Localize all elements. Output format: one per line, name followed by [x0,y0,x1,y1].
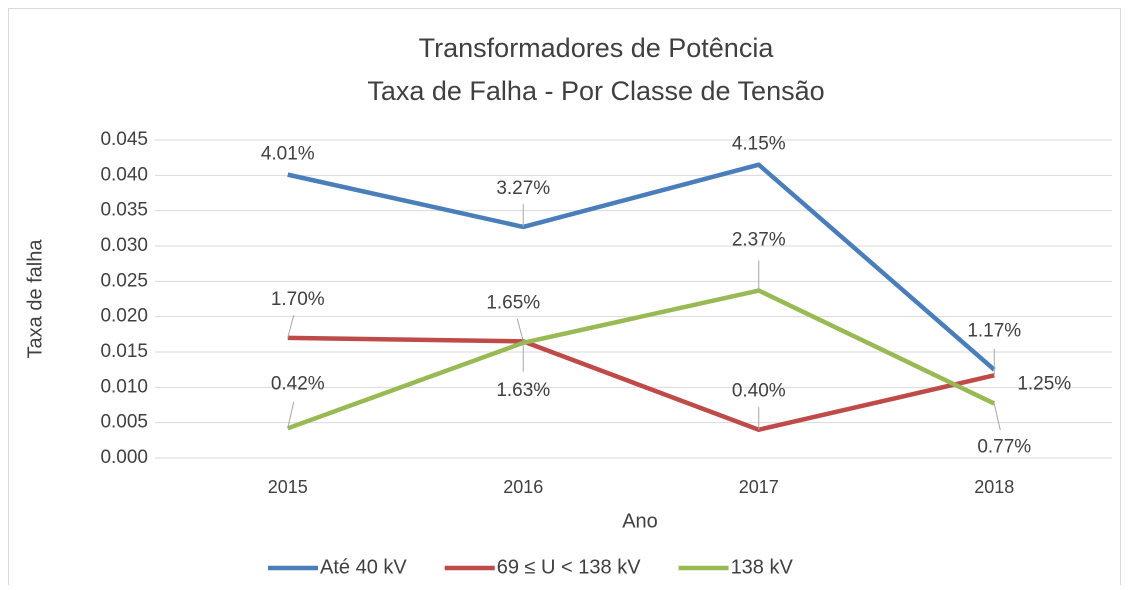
y-tick-label: 0.030 [100,235,148,256]
data-label: 4.01% [261,144,315,165]
y-tick-label: 0.035 [100,200,148,221]
line-series [287,335,995,432]
x-tick-label: 2016 [503,477,543,497]
data-label: 2.37% [732,230,786,251]
data-label: 1.65% [486,292,540,313]
y-tick-label: 0.025 [100,270,148,291]
data-label: 0.77% [977,437,1031,458]
x-tick-label: 2015 [268,477,308,497]
y-tick-label: 0.000 [100,447,148,468]
x-tick-label: 2018 [974,477,1014,497]
y-tick-label: 0.045 [100,129,148,150]
y-tick-label: 0.020 [100,306,148,327]
chart-title: Transformadores de Potência [419,33,775,63]
y-axis-label: Taxa de falha [24,239,46,359]
data-label: 1.63% [496,380,550,401]
data-label: 1.25% [1017,374,1071,395]
leader-line [287,401,295,429]
legend-label: 138 kV [731,556,794,578]
y-tick-label: 0.005 [100,412,148,433]
line-series [286,288,996,431]
leader-line [993,403,1001,431]
legend-label: 69 ≤ U < 138 kV [497,556,641,578]
data-label: 0.42% [271,373,325,394]
data-label: 4.15% [732,134,786,155]
data-label: 1.17% [967,320,1021,341]
data-label: 1.70% [271,289,325,310]
y-tick-label: 0.015 [100,341,148,362]
data-label: 3.27% [496,178,550,199]
chart-subtitle: Taxa de Falha - Por Classe de Tensão [367,76,824,106]
legend-label: Até 40 kV [320,556,407,578]
data-label: 0.40% [732,381,786,402]
leader-line [516,318,524,342]
x-tick-label: 2017 [739,477,779,497]
y-tick-label: 0.040 [100,164,148,185]
x-axis-label: Ano [622,510,658,532]
leader-line [287,314,295,338]
chart-border [8,8,1121,590]
y-tick-label: 0.010 [100,376,148,397]
line-series [287,162,996,372]
